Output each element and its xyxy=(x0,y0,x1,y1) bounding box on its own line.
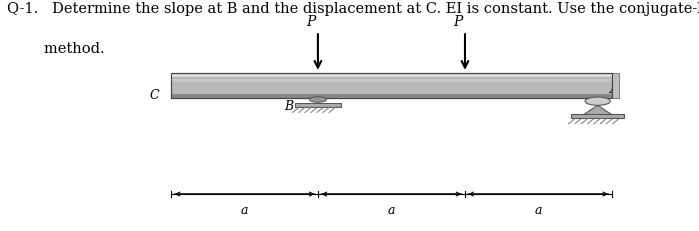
Text: A: A xyxy=(610,83,619,96)
Text: B: B xyxy=(284,100,294,113)
Text: P: P xyxy=(454,15,463,29)
Circle shape xyxy=(310,97,326,102)
Circle shape xyxy=(585,97,610,105)
Text: a: a xyxy=(388,204,395,217)
Text: P: P xyxy=(306,15,315,29)
Text: Q-1.   Determine the slope at B and the displacement at C. EI is constant. Use t: Q-1. Determine the slope at B and the di… xyxy=(7,2,699,16)
Bar xyxy=(171,73,612,98)
Text: a: a xyxy=(241,204,248,217)
Bar xyxy=(295,103,340,107)
Bar xyxy=(171,79,612,82)
Bar xyxy=(612,73,619,98)
Text: a: a xyxy=(535,204,542,217)
Bar xyxy=(171,73,612,98)
Bar xyxy=(171,73,612,77)
Bar xyxy=(572,114,624,118)
Bar xyxy=(171,94,612,98)
Polygon shape xyxy=(579,105,617,118)
Text: C: C xyxy=(149,89,159,102)
Text: method.: method. xyxy=(7,42,105,56)
